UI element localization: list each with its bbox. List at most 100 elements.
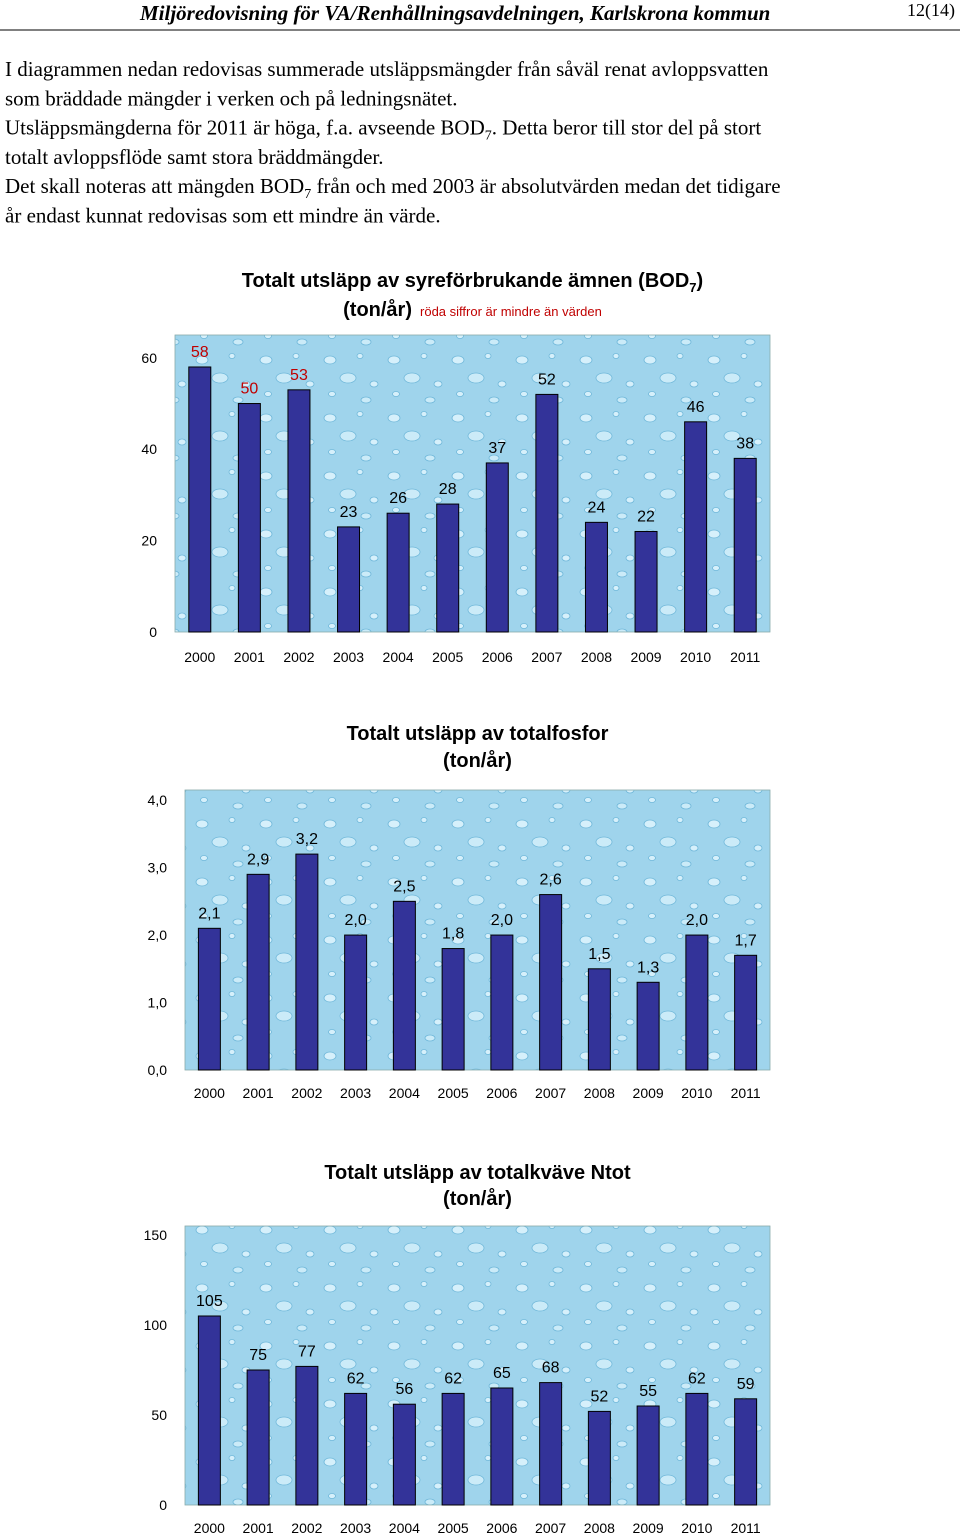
x-tick-label: 2003 [340,1520,371,1535]
text-run: . Detta beror till stor del på stort [492,116,762,140]
value-label: 53 [290,367,308,384]
x-tick-label: 2003 [333,649,364,665]
value-label: 50 [240,381,258,398]
bar [295,1365,319,1506]
text-run: I diagrammen nedan redovisas summerade u… [5,57,769,81]
x-tick-label: 2010 [681,1085,712,1101]
text-run: Utsläppsmängderna för 2011 är höga, f.a.… [5,116,485,140]
bar [436,503,460,633]
chart-title: Totalt utsläpp av totalfosfor [347,723,609,745]
value-label: 1,8 [442,926,464,943]
y-tick-label: 100 [144,1317,168,1333]
x-tick-label: 2000 [194,1085,225,1101]
subtitle-text: (ton/år) [343,298,412,321]
x-tick-label: 2002 [291,1520,322,1535]
text-line: totalt avloppsflöde samt stora bräddmäng… [5,145,384,169]
chart-note: röda siffror är mindre än värden [420,304,602,319]
bar [587,968,611,1071]
x-tick-label: 2004 [383,649,414,665]
bar [634,530,658,633]
bar [246,1369,270,1506]
value-label: 2,9 [247,851,269,868]
value-label: 22 [637,508,655,525]
value-label: 59 [737,1376,755,1393]
bar [386,512,410,633]
text-run: från och med 2003 är absolutvärden medan… [311,174,780,198]
chart-title: Totalt utsläpp av syreförbrukande ämnen … [242,270,703,295]
plot-area [184,789,771,1071]
y-tick-label: 20 [141,533,157,549]
x-tick-label: 2008 [584,1085,615,1101]
bar [734,954,758,1071]
x-tick-label: 2005 [438,1520,469,1535]
y-tick-label: 40 [141,441,157,457]
x-tick-label: 2009 [633,1085,664,1101]
value-label: 2,1 [198,905,220,922]
x-tick-label: 2004 [389,1520,420,1535]
chart: 0 20 40 60 2000 58 2001 50 2002 53 2003 23 2004 26 200… [141,270,771,665]
chart-subtitle: (ton/år) [443,1187,512,1210]
bar [441,1392,465,1506]
subscript: 7 [304,187,311,202]
bar [392,1403,416,1506]
value-label: 46 [687,399,705,416]
x-tick-label: 2006 [482,649,513,665]
x-tick-label: 2002 [283,649,314,665]
text-line: år endast kunnat redovisas som ett mindr… [5,204,441,228]
value-label: 75 [249,1347,267,1364]
y-tick-label: 60 [141,350,157,366]
x-tick-label: 2007 [535,1085,566,1101]
x-tick-label: 2010 [681,1520,712,1535]
bar [287,389,311,633]
bar [636,981,660,1071]
subscript: 7 [485,129,492,144]
text-line: som bräddade mängder i verken och på led… [5,86,458,110]
x-tick-label: 2000 [194,1520,225,1535]
x-tick-label: 2009 [633,1520,664,1535]
chart-subtitle: (ton/år) röda siffror är mindre än värden [343,298,602,321]
text-run: totalt avloppsflöde samt stora bräddmäng… [5,145,384,169]
value-label: 2,0 [491,912,513,929]
value-label: 1,5 [588,946,610,963]
bar [344,934,368,1071]
x-tick-label: 2007 [531,649,562,665]
value-label: 2,0 [686,912,708,929]
text-line: I diagrammen nedan redovisas summerade u… [5,57,769,81]
text-line: Det skall noteras att mängden BOD7 från … [5,174,781,202]
value-label: 2,6 [540,872,562,889]
text-run: Totalt utsläpp av syreförbrukande ämnen … [242,270,690,292]
y-tick-label: 150 [144,1227,168,1243]
value-label: 62 [688,1370,706,1387]
value-label: 2,0 [345,912,367,929]
bar [539,1382,563,1506]
x-tick-label: 2003 [340,1085,371,1101]
value-label: 37 [488,440,506,457]
bar [237,403,261,633]
value-label: 65 [493,1365,511,1382]
bar [587,1410,611,1506]
bar [188,366,212,633]
text-run: ) [697,270,704,292]
x-tick-label: 2008 [581,649,612,665]
y-tick-label: 0 [149,624,157,640]
x-tick-label: 2000 [184,649,215,665]
text-line: Utsläppsmängderna för 2011 är höga, f.a.… [5,116,761,144]
value-label: 28 [439,481,457,498]
value-label: 38 [736,435,754,452]
value-label: 68 [542,1360,560,1377]
value-label: 62 [347,1370,365,1387]
bar [392,900,416,1071]
bar [584,521,608,633]
value-label: 2,5 [393,878,415,895]
y-tick-label: 0,0 [148,1062,168,1078]
x-tick-label: 2001 [243,1085,274,1101]
y-tick-label: 3,0 [148,860,168,876]
text-run: som bräddade mängder i verken och på led… [5,86,458,110]
x-tick-label: 2009 [630,649,661,665]
x-tick-label: 2011 [731,1520,761,1535]
bar [441,948,465,1071]
x-tick-label: 2006 [486,1085,517,1101]
y-tick-label: 4,0 [148,792,168,808]
